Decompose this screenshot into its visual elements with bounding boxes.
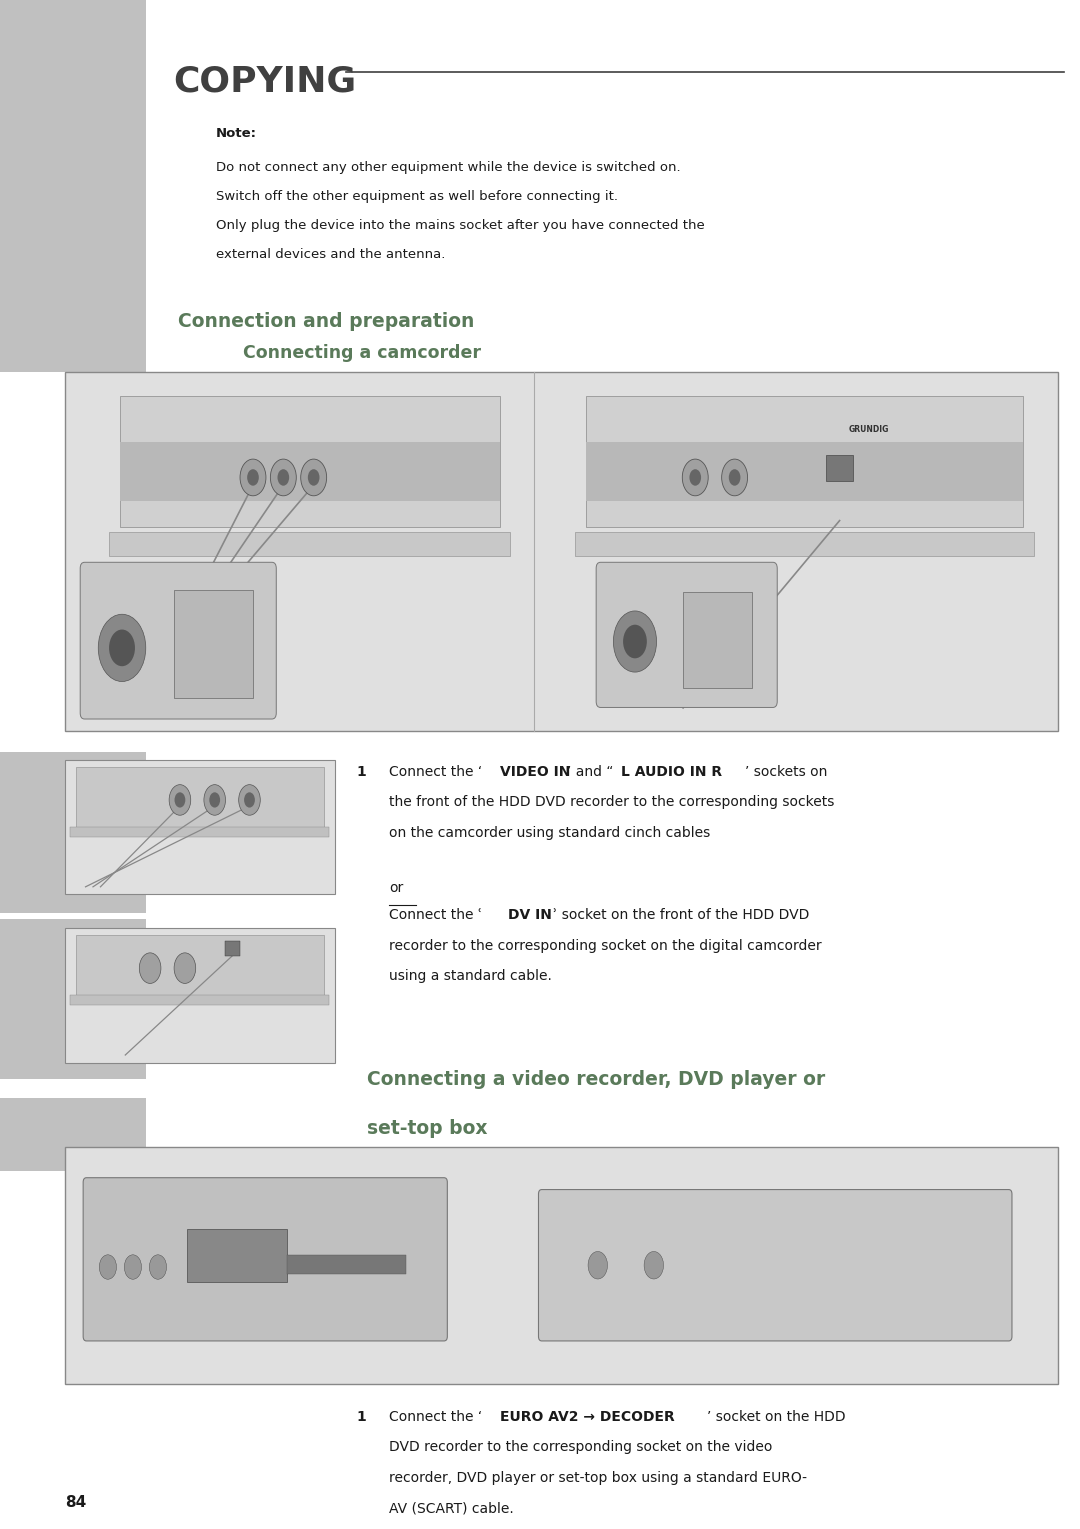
Circle shape: [240, 459, 266, 495]
Bar: [65, 372, 1058, 731]
Circle shape: [210, 792, 220, 807]
Text: DV IN: DV IN: [508, 908, 552, 922]
Text: GRUNDIG: GRUNDIG: [849, 425, 889, 434]
Text: Connection and preparation: Connection and preparation: [178, 312, 474, 330]
Circle shape: [170, 784, 191, 815]
Circle shape: [247, 469, 259, 486]
Text: ’ socket on the HDD: ’ socket on the HDD: [707, 1410, 846, 1423]
Text: L AUDIO IN R: L AUDIO IN R: [621, 764, 723, 778]
Text: Connecting a video recorder, DVD player or: Connecting a video recorder, DVD player …: [367, 1070, 825, 1089]
FancyBboxPatch shape: [83, 1177, 447, 1341]
Circle shape: [270, 459, 296, 495]
Circle shape: [729, 469, 741, 486]
Circle shape: [721, 459, 747, 495]
Bar: [225, 940, 240, 956]
Text: Connect the ‘: Connect the ‘: [389, 1410, 482, 1423]
Text: on the camcorder using standard cinch cables: on the camcorder using standard cinch ca…: [389, 826, 710, 839]
Circle shape: [613, 612, 657, 673]
Text: EURO AV2 → DECODER: EURO AV2 → DECODER: [500, 1410, 675, 1423]
Text: 1: 1: [356, 764, 366, 778]
Circle shape: [308, 469, 320, 486]
Bar: [286, 1255, 406, 1274]
Bar: [120, 396, 500, 528]
Text: recorder to the corresponding socket on the digital camcorder: recorder to the corresponding socket on …: [389, 939, 822, 953]
Text: Connect the ʿ: Connect the ʿ: [389, 908, 482, 922]
Bar: [65, 928, 335, 1063]
Circle shape: [99, 1255, 117, 1280]
Bar: [76, 934, 324, 995]
Bar: [576, 532, 1035, 555]
FancyBboxPatch shape: [80, 563, 276, 719]
Circle shape: [623, 625, 647, 659]
Bar: [65, 760, 335, 894]
Bar: [175, 590, 253, 699]
Circle shape: [300, 459, 326, 495]
Bar: [187, 1228, 286, 1283]
Circle shape: [98, 615, 146, 682]
Text: Switch off the other equipment as well before connecting it.: Switch off the other equipment as well b…: [216, 190, 618, 203]
Text: using a standard cable.: using a standard cable.: [389, 969, 552, 983]
FancyBboxPatch shape: [596, 563, 778, 708]
Text: 84: 84: [65, 1495, 86, 1511]
Text: 1: 1: [356, 1410, 366, 1423]
Text: set-top box: set-top box: [367, 1119, 488, 1138]
Text: or: or: [389, 881, 403, 894]
Circle shape: [124, 1255, 141, 1280]
Circle shape: [139, 953, 161, 983]
Bar: [120, 442, 500, 502]
Text: Note:: Note:: [216, 127, 257, 141]
Text: Do not connect any other equipment while the device is switched on.: Do not connect any other equipment while…: [216, 161, 680, 174]
Text: the front of the HDD DVD recorder to the corresponding sockets: the front of the HDD DVD recorder to the…: [389, 795, 834, 809]
Circle shape: [239, 784, 260, 815]
Bar: [109, 532, 511, 555]
Circle shape: [689, 469, 701, 486]
Bar: [70, 995, 329, 1005]
Circle shape: [278, 469, 289, 486]
Bar: [76, 766, 324, 827]
Text: AV (SCART) cable.: AV (SCART) cable.: [389, 1501, 514, 1515]
Circle shape: [683, 459, 708, 495]
Bar: [0, 752, 146, 913]
Bar: [70, 827, 329, 836]
Text: Only plug the device into the mains socket after you have connected the: Only plug the device into the mains sock…: [216, 219, 705, 232]
Bar: [585, 442, 1024, 502]
Text: COPYING: COPYING: [173, 64, 356, 98]
Circle shape: [244, 792, 255, 807]
Text: VIDEO IN: VIDEO IN: [500, 764, 570, 778]
Bar: [0, 919, 146, 1079]
Bar: [826, 456, 853, 482]
Text: ’ and “: ’ and “: [567, 764, 618, 778]
Circle shape: [644, 1251, 663, 1278]
Text: external devices and the antenna.: external devices and the antenna.: [216, 248, 445, 261]
Text: Connect the ‘: Connect the ‘: [389, 764, 482, 778]
Circle shape: [149, 1255, 166, 1280]
Bar: [684, 592, 753, 688]
Text: Connecting a camcorder: Connecting a camcorder: [243, 344, 481, 362]
Text: DVD recorder to the corresponding socket on the video: DVD recorder to the corresponding socket…: [389, 1440, 772, 1454]
Text: recorder, DVD player or set-top box using a standard EURO-: recorder, DVD player or set-top box usin…: [389, 1471, 807, 1485]
Bar: [65, 1147, 1058, 1384]
Bar: [0, 1098, 146, 1171]
Bar: [0, 0, 146, 372]
Circle shape: [204, 784, 226, 815]
Text: ’ sockets on: ’ sockets on: [745, 764, 827, 778]
Circle shape: [109, 630, 135, 667]
FancyBboxPatch shape: [539, 1190, 1012, 1341]
Circle shape: [588, 1251, 607, 1278]
Circle shape: [174, 953, 195, 983]
Text: ʾ socket on the front of the HDD DVD: ʾ socket on the front of the HDD DVD: [553, 908, 809, 922]
Circle shape: [175, 792, 186, 807]
Bar: [585, 396, 1024, 528]
